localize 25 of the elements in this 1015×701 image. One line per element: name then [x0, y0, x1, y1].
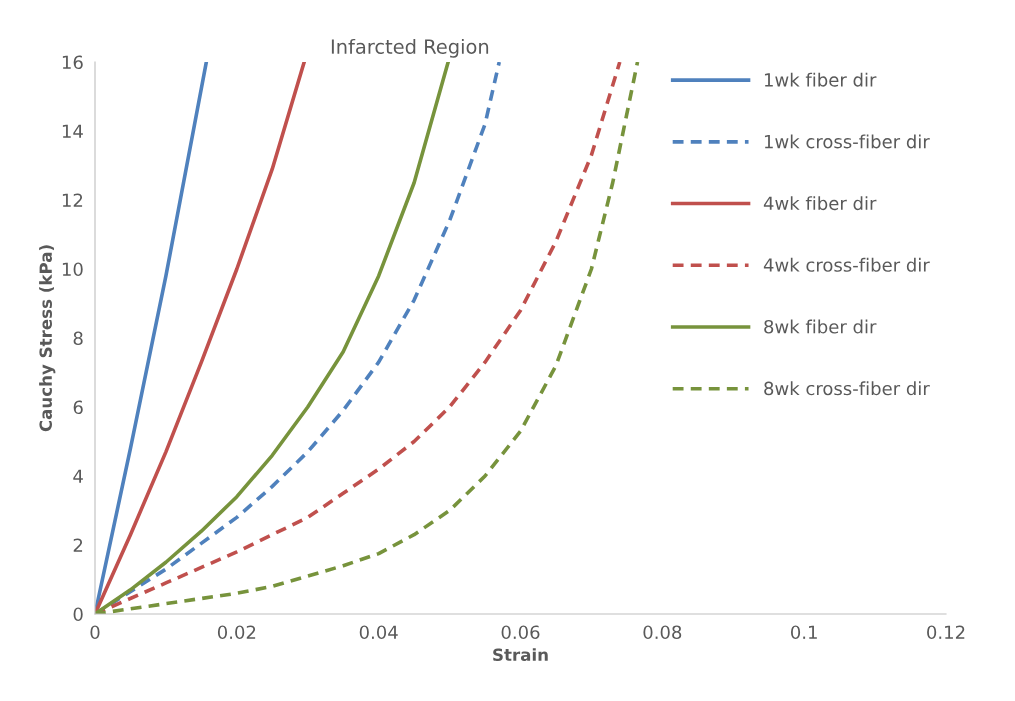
y-axis-title: Cauchy Stress (kPa) [39, 245, 56, 432]
y-tick-label: 0 [73, 607, 83, 622]
x-tick-label: 0.1 [791, 625, 817, 640]
y-tick-label: 10 [62, 262, 83, 277]
y-tick-label: 4 [73, 469, 83, 483]
legend-label: 1wk fiber dir [764, 72, 877, 87]
legend-label: 8wk cross-fiber dir [764, 381, 930, 396]
x-tick-label: 0.02 [217, 625, 256, 640]
x-tick-label: 0.04 [359, 625, 398, 640]
x-tick-label: 0 [90, 625, 100, 640]
legend-label: 1wk cross-fiber dir [764, 134, 930, 149]
y-tick-label: 16 [62, 55, 83, 70]
x-tick-label: 0.06 [501, 625, 540, 640]
y-tick-label: 2 [73, 538, 83, 552]
legend-label: 4wk cross-fiber dir [763, 257, 930, 272]
y-tick-label: 12 [62, 193, 83, 207]
legend-label: 8wk fiber dir [764, 319, 877, 334]
x-tick-label: 0.12 [927, 625, 965, 640]
y-tick-label: 8 [73, 331, 83, 346]
x-axis-title: Strain [493, 648, 548, 662]
y-tick-label: 14 [62, 124, 83, 138]
legend-label: 4wk fiber dir [763, 196, 877, 211]
y-tick-label: 6 [73, 400, 83, 415]
x-tick-label: 0.08 [643, 625, 682, 640]
chart-title: Infarcted Region [331, 38, 489, 58]
